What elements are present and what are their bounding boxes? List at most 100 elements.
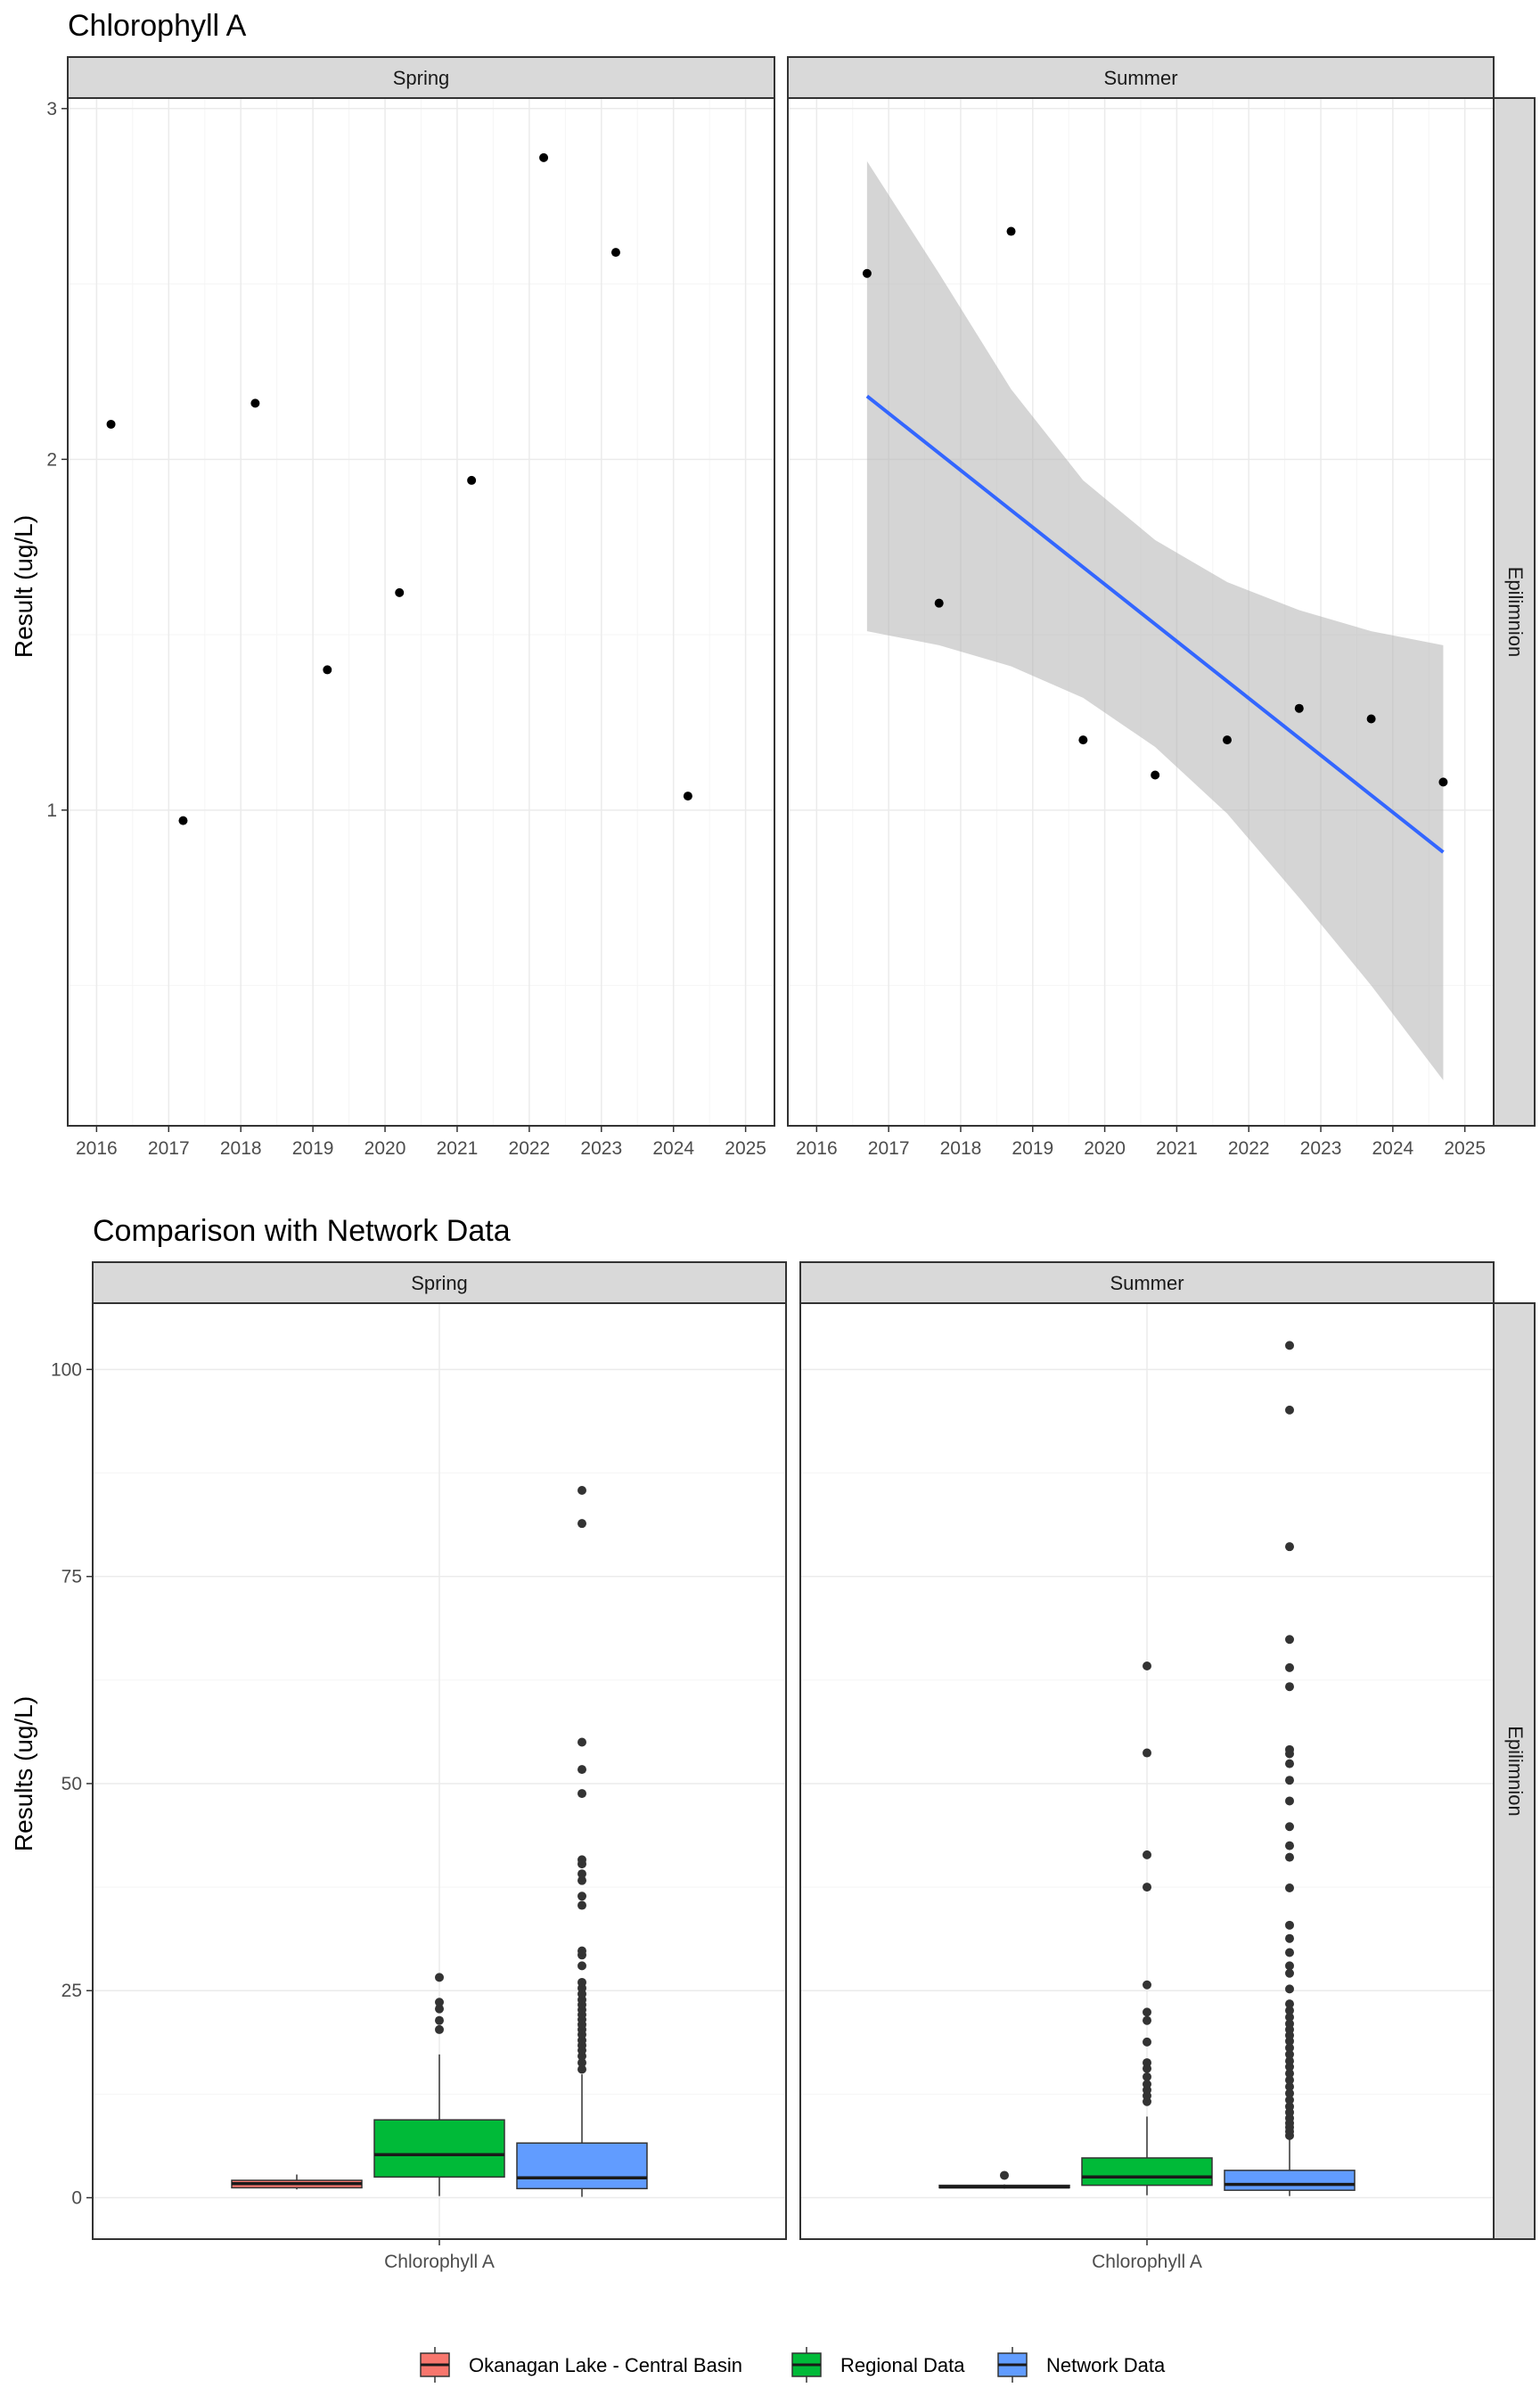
y-tick-label: 100 [51,1359,82,1380]
data-point [610,248,620,258]
x-tick-label: 2023 [1300,1138,1342,1159]
outlier-point [578,1869,586,1879]
outlier-point [1285,1662,1294,1672]
outlier-point [1143,1980,1151,1990]
outlier-point [578,1900,586,1910]
x-tick-label: 2020 [365,1138,406,1159]
row-strip-background [1493,97,1536,1127]
data-point [539,152,549,162]
box-regional-data [1081,1661,1213,2195]
row-strip: Epilimnion [1493,1302,1536,2240]
data-point [1222,735,1232,745]
strip-label: Summer [1110,1272,1184,1294]
outlier-point [1285,2006,1294,2015]
outlier-point [1285,2088,1294,2098]
outlier-point [578,1737,586,1747]
box-body [516,2142,648,2190]
outlier-point [1285,1542,1294,1552]
data-point [1438,777,1448,787]
data-point [1006,226,1016,236]
data-point [1078,735,1088,745]
box-regional-data [373,1973,505,2196]
y-axis-label: Result (ug/L) [10,515,37,658]
row-strip-label: Epilimnion [1504,567,1527,658]
outlier-point [578,2058,586,2068]
outlier-point [1285,1933,1294,1943]
panel-summer: Summer Chlorophyll A [799,1261,1495,2272]
panel-spring: Spring Chlorophyll A 0 25 50 75 100 [51,1261,787,2272]
box-okanagan-lake-central-basin [231,2174,363,2190]
outlier-point [1143,2007,1151,2017]
outlier-point [435,1998,444,2007]
box-okanagan-lake-central-basin [938,2170,1070,2189]
data-point [467,475,477,485]
x-tick-label: 2016 [796,1138,838,1159]
chart-chlorophyll-scatter: Chlorophyll A Result (ug/L) Spring 2016 20… [10,9,1536,1159]
outlier-point [1143,1661,1151,1670]
outlier-point [1285,1759,1294,1768]
outlier-point [1285,1961,1294,1971]
data-point [1294,703,1304,713]
outlier-point [1285,1796,1294,1806]
outlier-point [1285,2056,1294,2066]
outlier-point [1285,1341,1294,1350]
data-point [862,268,872,278]
outlier-point [1143,1850,1151,1859]
x-tick-label: 2018 [940,1138,982,1159]
data-point [395,587,405,597]
legend-entry: Regional Data [791,2347,965,2383]
chart-title: Chlorophyll A [68,9,247,43]
outlier-point [435,1973,444,1982]
box-network-data [1224,1341,1356,2196]
legend-label: Okanagan Lake - Central Basin [469,2354,742,2376]
x-tick-label: 2023 [580,1138,622,1159]
outlier-point [1285,1776,1294,1785]
panel-summer: Summer 2016 2017 2018 2019 2020 2021 2022 2023 20… [787,56,1495,1159]
strip-background [787,56,1495,99]
y-tick-label: 25 [61,1981,82,2001]
outlier-point [1285,1948,1294,1957]
row-strip-background [1493,1302,1536,2240]
outlier-point [1285,1920,1294,1930]
x-tick-label: 2017 [868,1138,910,1159]
x-tick-label: 2022 [509,1138,551,1159]
y-tick-label: 1 [46,800,57,821]
y-axis-label: Results (ug/L) [10,1696,37,1851]
x-tick-label: 2016 [76,1138,118,1159]
y-tick-label: 75 [61,1567,82,1588]
outlier-point [1285,2043,1294,2053]
outlier-point [1285,2095,1294,2105]
outlier-point [1285,2102,1294,2112]
box-network-data [516,1486,648,2197]
strip-background [67,56,775,99]
outlier-point [1285,1744,1294,1754]
panel-spring: Spring 2016 2017 2018 2019 2020 2021 2022 2023 20… [46,56,775,1159]
outlier-point [1285,1635,1294,1645]
outlier-point [1285,2069,1294,2079]
outlier-point [1143,2015,1151,2025]
outlier-point [1285,1984,1294,1994]
strip-label: Spring [411,1272,468,1294]
outlier-point [435,2024,444,2034]
outlier-point [578,2064,586,2074]
x-tick-label: 2025 [1444,1138,1486,1159]
legend-label: Regional Data [840,2354,965,2376]
y-tick-label: 2 [46,449,57,470]
x-tick-label: 2017 [148,1138,190,1159]
legend-entry: Network Data [997,2347,1166,2383]
data-point [1366,714,1376,724]
outlier-point [578,1855,586,1865]
outlier-point [1000,2170,1009,2180]
trend-line [865,394,1445,854]
x-tick-label: Chlorophyll A [384,2252,495,2272]
box-body [373,2119,505,2179]
confidence-ribbon [866,160,1444,1080]
x-tick-label: 2019 [1012,1138,1053,1159]
row-strip: Epilimnion [1493,97,1536,1127]
x-tick-label: 2024 [652,1138,694,1159]
x-tick-label: 2025 [725,1138,766,1159]
y-tick-label: 3 [46,99,57,119]
outlier-point [1285,1883,1294,1893]
strip-label: Summer [1103,67,1177,89]
